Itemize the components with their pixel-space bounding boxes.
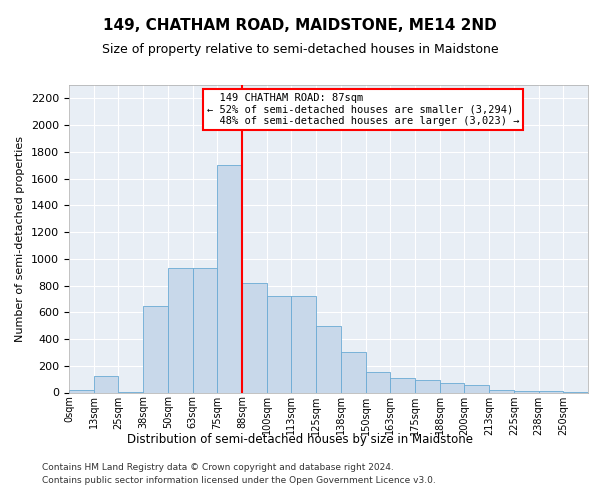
Bar xyxy=(69,390,94,392)
Bar xyxy=(143,306,168,392)
Bar xyxy=(539,391,563,392)
Bar xyxy=(489,390,514,392)
Y-axis label: Number of semi-detached properties: Number of semi-detached properties xyxy=(16,136,25,342)
Bar xyxy=(341,352,365,393)
Text: 149 CHATHAM ROAD: 87sqm
← 52% of semi-detached houses are smaller (3,294)
  48% : 149 CHATHAM ROAD: 87sqm ← 52% of semi-de… xyxy=(206,92,519,126)
Text: Distribution of semi-detached houses by size in Maidstone: Distribution of semi-detached houses by … xyxy=(127,432,473,446)
Bar xyxy=(365,372,390,392)
Bar xyxy=(464,385,489,392)
Bar xyxy=(514,391,539,392)
Bar xyxy=(242,283,267,393)
Text: Contains HM Land Registry data © Crown copyright and database right 2024.: Contains HM Land Registry data © Crown c… xyxy=(42,462,394,471)
Bar xyxy=(415,380,440,392)
Bar xyxy=(440,383,464,392)
Bar xyxy=(193,268,217,392)
Bar xyxy=(94,376,118,392)
Bar xyxy=(267,296,292,392)
Bar xyxy=(316,326,341,392)
Bar xyxy=(217,165,242,392)
Bar xyxy=(168,268,193,392)
Text: Size of property relative to semi-detached houses in Maidstone: Size of property relative to semi-detach… xyxy=(101,42,499,56)
Text: 149, CHATHAM ROAD, MAIDSTONE, ME14 2ND: 149, CHATHAM ROAD, MAIDSTONE, ME14 2ND xyxy=(103,18,497,32)
Bar xyxy=(390,378,415,392)
Text: Contains public sector information licensed under the Open Government Licence v3: Contains public sector information licen… xyxy=(42,476,436,485)
Bar xyxy=(292,296,316,392)
